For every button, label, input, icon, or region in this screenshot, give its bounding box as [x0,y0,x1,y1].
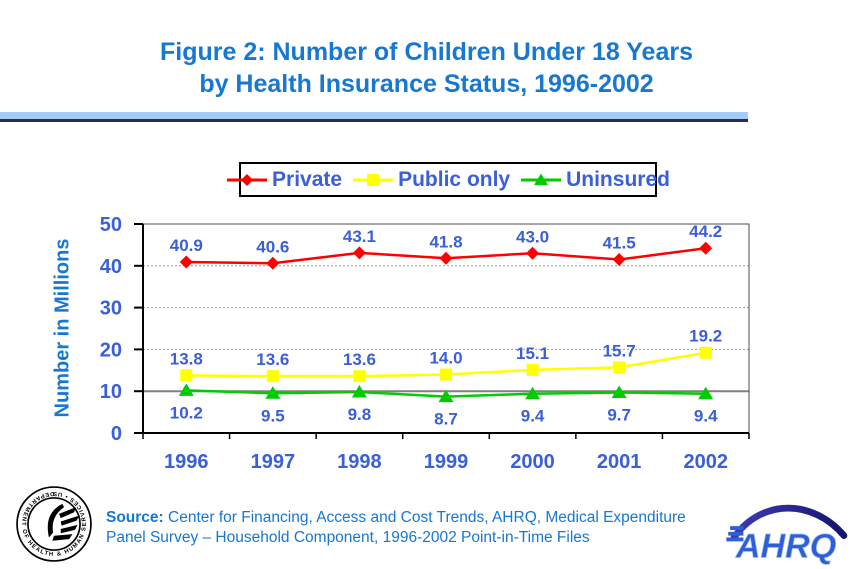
ahrq-logo-text: AHRQ [735,527,837,565]
y-tick-label: 20 [100,339,122,361]
x-tick-label: 2000 [510,451,555,473]
hhs-seal-logo: DEPARTMENT OF HEALTH & HUMAN SERVICES • … [12,481,92,562]
chart-title-line1: Figure 2: Number of Children Under 18 Ye… [159,38,693,66]
uninsured-marker [611,385,627,398]
x-tick-label: 2001 [597,451,642,473]
data-label: 9.8 [348,405,372,424]
data-label: 9.5 [261,406,285,425]
private-marker [266,256,280,270]
x-tick-label: 1996 [164,451,209,473]
legend-label-public-only: Public only [398,167,511,191]
data-label: 13.6 [256,350,289,369]
data-label: 41.5 [603,234,636,253]
y-tick-label: 0 [111,423,122,445]
public-only-marker [526,363,539,376]
source-note: Source: Center for Financing, Access and… [106,508,726,548]
chart-legend: Private Public only Uninsured [227,162,670,197]
legend-marker-icon [534,173,549,185]
y-tick-label: 10 [100,381,122,403]
legend-label-uninsured: Uninsured [566,167,670,191]
data-label: 40.6 [256,237,289,256]
data-label: 14.0 [429,348,462,367]
x-tick-label: 1998 [337,451,382,473]
private-line-swatch-icon [227,173,268,186]
legend-item-uninsured: Uninsured [520,168,670,192]
public-only-marker [613,361,626,374]
x-tick-label: 1999 [424,451,469,473]
uninsured-marker [178,383,194,396]
chart-title: Figure 2: Number of Children Under 18 Ye… [0,36,853,100]
public-only-line-swatch-icon [353,173,394,186]
public-only-marker [180,369,193,382]
public-only-marker [266,370,279,383]
data-label: 19.2 [689,327,722,346]
uninsured-line-swatch-icon [521,173,562,185]
data-label: 43.0 [516,227,549,246]
y-tick-label: 40 [100,256,122,278]
legend-marker-icon [241,173,254,186]
data-label: 9.7 [607,405,631,424]
uninsured-marker [525,386,541,400]
legend-marker-icon [367,173,380,186]
data-label: 40.9 [170,236,203,255]
data-label: 15.7 [603,341,636,360]
y-tick-label: 50 [100,214,122,236]
private-marker [179,255,193,269]
private-marker [526,246,540,260]
data-label: 10.2 [170,403,203,422]
private-marker [439,251,453,265]
y-tick-label: 30 [100,298,122,320]
x-tick-label: 1997 [251,451,296,473]
data-label: 13.6 [343,350,376,369]
uninsured-marker [698,386,714,400]
source-text-line1: Center for Financing, Access and Cost Tr… [168,509,686,526]
uninsured-marker [438,389,454,403]
x-tick-label: 2002 [683,451,728,473]
divider-navy-line [0,119,748,122]
ahrq-logo: AHRQ [726,504,848,566]
data-label: 44.2 [689,222,722,241]
public-only-marker [440,368,452,381]
private-marker [699,241,713,255]
uninsured-marker [351,385,367,398]
legend-item-public-only: Public only [352,168,510,192]
chart-title-line2: by Health Insurance Status, 1996-2002 [199,70,654,98]
source-label: Source: [106,509,164,526]
public-only-marker [353,370,366,383]
data-label: 9.4 [694,407,718,426]
data-label: 41.8 [429,232,462,251]
title-divider [0,112,748,122]
uninsured-marker [265,386,281,399]
data-label: 8.7 [434,410,458,429]
data-label: 13.8 [170,349,203,368]
data-label: 15.1 [516,344,549,363]
legend-label-private: Private [272,167,343,191]
divider-light-band [0,112,748,119]
legend-item-private: Private [226,168,342,192]
public-only-marker [699,346,712,359]
private-marker [352,246,366,260]
data-label: 9.4 [521,407,545,426]
source-text-line2: Panel Survey – Household Component, 1996… [106,529,590,546]
data-label: 43.1 [343,227,376,246]
private-marker [612,253,626,267]
